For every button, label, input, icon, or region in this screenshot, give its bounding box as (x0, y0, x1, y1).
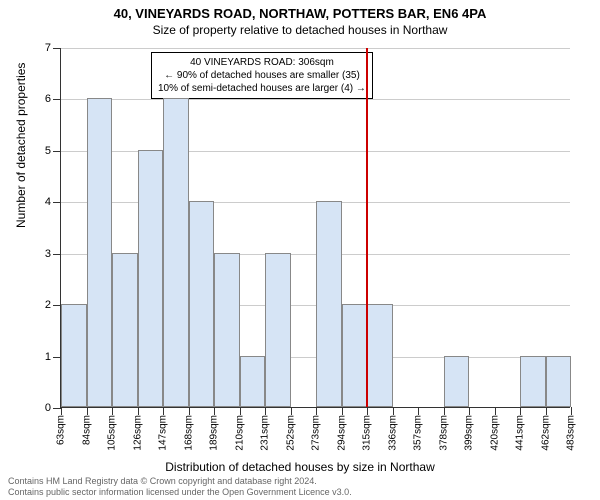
x-tick-label: 147sqm (158, 415, 169, 451)
x-tick-label: 210sqm (234, 415, 245, 451)
x-tick (546, 407, 547, 415)
x-tick-label: 483sqm (566, 415, 577, 451)
x-tick (87, 407, 88, 415)
y-tick (53, 357, 61, 358)
histogram-bar (112, 253, 138, 407)
annotation-line-1: 40 VINEYARDS ROAD: 306sqm (158, 56, 366, 69)
chart-container: 40, VINEYARDS ROAD, NORTHAW, POTTERS BAR… (0, 0, 600, 500)
x-tick-label: 252sqm (285, 415, 296, 451)
x-tick (291, 407, 292, 415)
x-tick (265, 407, 266, 415)
x-axis-title: Distribution of detached houses by size … (0, 460, 600, 474)
y-tick-label: 3 (45, 248, 51, 260)
histogram-bar (61, 304, 87, 407)
x-tick (163, 407, 164, 415)
histogram-bar (163, 98, 189, 407)
chart-title: 40, VINEYARDS ROAD, NORTHAW, POTTERS BAR… (0, 0, 600, 21)
x-tick-label: 462sqm (540, 415, 551, 451)
x-tick (571, 407, 572, 415)
x-tick (418, 407, 419, 415)
histogram-bar (138, 150, 164, 407)
x-tick (444, 407, 445, 415)
x-tick (495, 407, 496, 415)
footer-line-1: Contains HM Land Registry data © Crown c… (8, 476, 352, 487)
x-tick (520, 407, 521, 415)
y-tick (53, 48, 61, 49)
histogram-bar (367, 304, 393, 407)
x-tick-label: 357sqm (413, 415, 424, 451)
x-tick-label: 315sqm (362, 415, 373, 451)
histogram-bar (189, 201, 215, 407)
x-tick (469, 407, 470, 415)
gridline (61, 48, 570, 49)
histogram-bar (520, 356, 546, 407)
x-tick (342, 407, 343, 415)
histogram-bar (265, 253, 291, 407)
y-tick-label: 6 (45, 93, 51, 105)
annotation-line-2: ← 90% of detached houses are smaller (35… (158, 69, 366, 82)
chart-subtitle: Size of property relative to detached ho… (0, 23, 600, 37)
x-tick-label: 168sqm (183, 415, 194, 451)
x-tick (367, 407, 368, 415)
y-tick (53, 202, 61, 203)
y-tick-label: 1 (45, 351, 51, 363)
x-tick (214, 407, 215, 415)
annotation-line-3: 10% of semi-detached houses are larger (… (158, 82, 366, 95)
x-tick-label: 84sqm (81, 415, 92, 445)
y-tick (53, 151, 61, 152)
histogram-bar (87, 98, 113, 407)
y-axis-title: Number of detached properties (14, 63, 28, 228)
x-tick-label: 420sqm (489, 415, 500, 451)
histogram-bar (444, 356, 470, 407)
histogram-bar (240, 356, 266, 407)
x-tick-label: 63sqm (56, 415, 67, 445)
x-tick (112, 407, 113, 415)
y-tick (53, 305, 61, 306)
plot-area: 40 VINEYARDS ROAD: 306sqm ← 90% of detac… (60, 48, 570, 408)
x-tick (240, 407, 241, 415)
x-tick-label: 378sqm (438, 415, 449, 451)
x-tick-label: 336sqm (387, 415, 398, 451)
histogram-bar (342, 304, 368, 407)
x-tick-label: 105sqm (107, 415, 118, 451)
histogram-bar (316, 201, 342, 407)
x-tick (138, 407, 139, 415)
x-tick-label: 273sqm (311, 415, 322, 451)
y-tick-label: 5 (45, 145, 51, 157)
footer-line-2: Contains public sector information licen… (8, 487, 352, 498)
x-tick-label: 399sqm (464, 415, 475, 451)
reference-line (366, 48, 368, 407)
x-tick (316, 407, 317, 415)
x-tick (61, 407, 62, 415)
gridline (61, 99, 570, 100)
y-tick (53, 408, 61, 409)
annotation-box: 40 VINEYARDS ROAD: 306sqm ← 90% of detac… (151, 52, 373, 99)
y-tick (53, 254, 61, 255)
x-tick-label: 126sqm (132, 415, 143, 451)
footer-text: Contains HM Land Registry data © Crown c… (8, 476, 352, 498)
x-tick-label: 231sqm (260, 415, 271, 451)
x-tick-label: 189sqm (209, 415, 220, 451)
y-tick-label: 0 (45, 402, 51, 414)
histogram-bar (546, 356, 572, 407)
y-tick-label: 2 (45, 299, 51, 311)
x-tick-label: 294sqm (336, 415, 347, 451)
histogram-bar (214, 253, 240, 407)
y-tick-label: 4 (45, 196, 51, 208)
y-tick-label: 7 (45, 42, 51, 54)
x-tick (393, 407, 394, 415)
x-tick-label: 441sqm (515, 415, 526, 451)
y-tick (53, 99, 61, 100)
x-tick (189, 407, 190, 415)
